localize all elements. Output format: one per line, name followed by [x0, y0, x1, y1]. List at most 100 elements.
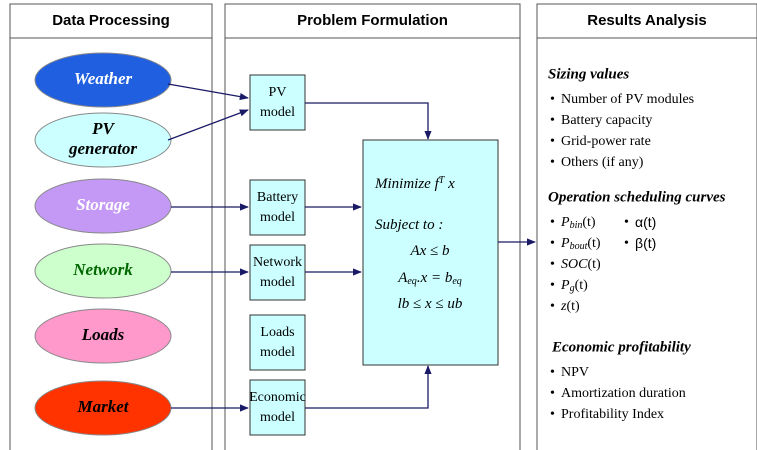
constraint: Ax ≤ b: [409, 243, 450, 259]
source-label: Storage: [76, 195, 130, 214]
text-run: Number of PV modules: [561, 92, 694, 107]
text-run: (t): [587, 236, 601, 251]
result-item: Grid-power rate: [561, 134, 651, 149]
source-ellipse: [34, 178, 172, 234]
bullet: •: [550, 257, 555, 272]
result-item: Battery capacity: [561, 113, 652, 128]
text-run: lb ≤ x ≤ ub: [398, 296, 463, 312]
panel-title: Problem Formulation: [297, 12, 448, 29]
section-heading: Sizing values: [548, 66, 629, 82]
panel-header: [536, 3, 757, 39]
result-item: Pg(t): [560, 278, 588, 294]
bullet: •: [550, 278, 555, 293]
model-box: [249, 244, 306, 301]
model-label: Network: [253, 255, 302, 270]
model-label: Battery: [257, 190, 298, 205]
text-run: z: [560, 299, 567, 314]
text-run: (t): [587, 257, 601, 272]
text-run: α: [635, 214, 643, 230]
text-run: Subject to :: [375, 217, 443, 233]
source-label: Network: [72, 260, 133, 279]
text-run: Grid-power rate: [561, 134, 651, 149]
bullet: •: [550, 155, 555, 170]
text-run: bout: [570, 241, 588, 252]
section-heading: Economic profitability: [551, 339, 691, 355]
text-run: A: [397, 270, 408, 286]
text-run: bin: [570, 220, 583, 231]
result-item: Others (if any): [561, 155, 644, 170]
source-label: Weather: [74, 69, 133, 88]
bullet: •: [550, 134, 555, 149]
model-label: model: [260, 345, 295, 360]
result-item: Pbin(t): [560, 215, 596, 231]
model-label: model: [260, 410, 295, 425]
text-run: (t): [575, 278, 589, 293]
model-label: Loads: [260, 325, 294, 340]
text-run: P: [560, 278, 570, 293]
panel-header: [9, 3, 213, 39]
result-item: z(t): [560, 299, 580, 314]
optimization-box: [362, 139, 499, 366]
bullet: •: [550, 407, 555, 422]
source-label: generator: [68, 139, 137, 158]
text-run: β: [635, 235, 643, 251]
text-run: eq: [452, 276, 461, 287]
bullet: •: [550, 92, 555, 107]
text-run: NPV: [561, 365, 589, 380]
panel-body: [536, 37, 757, 450]
text-run: .x = b: [417, 270, 453, 286]
bullet: •: [624, 236, 629, 251]
arrow: [167, 83, 249, 101]
text-run: (t): [566, 299, 580, 314]
source-ellipse: [34, 243, 172, 299]
model-box: [249, 74, 306, 131]
bullet: •: [550, 299, 555, 314]
model-box: [249, 379, 306, 436]
source-label: Loads: [81, 325, 125, 344]
text-run: (t): [643, 214, 656, 230]
subject-to: Subject to :: [375, 217, 443, 233]
arrow: [305, 102, 432, 140]
result-item: Amortization duration: [561, 386, 686, 401]
text-run: P: [560, 215, 570, 230]
arrow: [167, 109, 249, 141]
bullet: •: [550, 365, 555, 380]
text-run: SOC: [561, 257, 588, 272]
text-run: eq: [407, 276, 416, 287]
source-label: PV: [91, 119, 115, 138]
source-ellipse: [34, 308, 172, 364]
text-run: (t): [582, 215, 596, 230]
model-label: model: [260, 275, 295, 290]
objective: Minimize fT x: [374, 175, 455, 192]
text-run: P: [560, 236, 570, 251]
model-label: model: [260, 210, 295, 225]
bullet: •: [550, 386, 555, 401]
result-item: α(t): [635, 214, 656, 230]
result-item: Number of PV modules: [561, 92, 694, 107]
text-run: x: [444, 176, 455, 192]
text-run: Ax ≤ b: [409, 243, 450, 259]
arrow: [305, 365, 432, 409]
result-item: Pbout(t): [560, 236, 601, 252]
result-item: β(t): [635, 235, 656, 251]
bullet: •: [624, 215, 629, 230]
model-label: Economic: [249, 390, 306, 405]
text-run: g: [570, 283, 575, 294]
model-box: [249, 314, 306, 371]
source-ellipse: [34, 52, 172, 108]
constraint: lb ≤ x ≤ ub: [398, 296, 463, 312]
result-item: NPV: [561, 365, 589, 380]
source-label: Market: [77, 397, 130, 416]
panel-title: Results Analysis: [587, 12, 707, 29]
text-run: Amortization duration: [561, 386, 686, 401]
result-item: Profitability Index: [561, 407, 664, 422]
model-box: [249, 179, 306, 236]
text-run: Others (if any): [561, 155, 644, 170]
text-run: Minimize f: [374, 176, 441, 192]
text-run: Battery capacity: [561, 113, 652, 128]
panel-title: Data Processing: [52, 12, 170, 29]
text-run: Profitability Index: [561, 407, 664, 422]
result-item: SOC(t): [561, 257, 601, 272]
section-heading: Operation scheduling curves: [548, 189, 726, 205]
